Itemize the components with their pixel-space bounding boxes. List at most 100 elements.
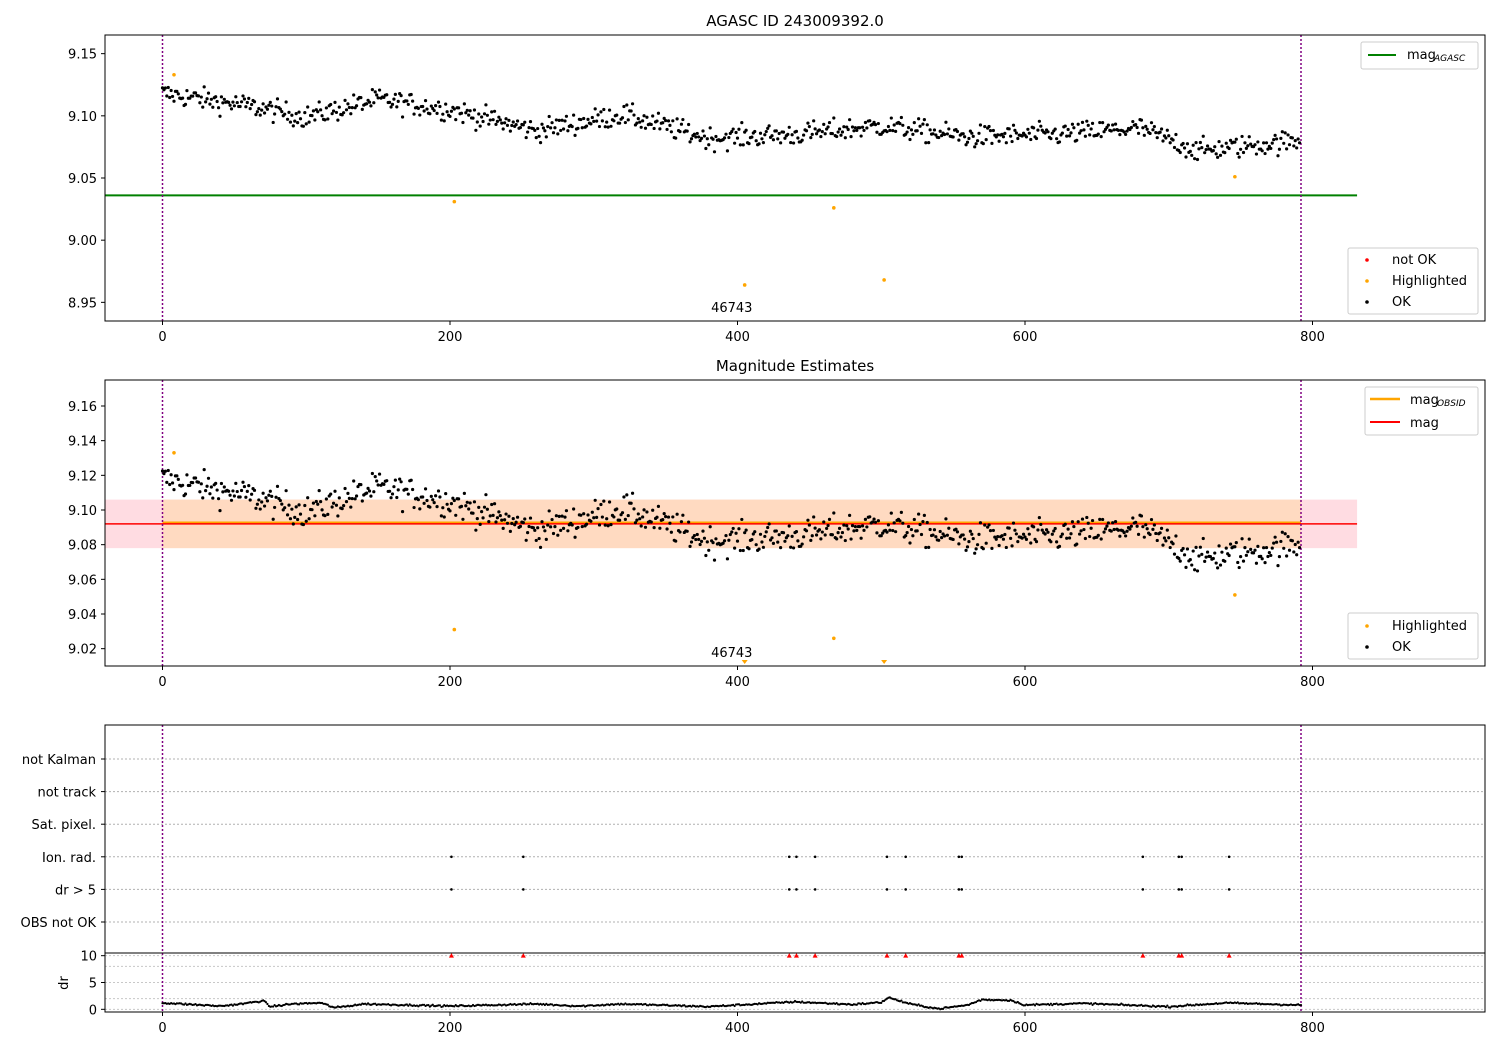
ok-point [372, 101, 376, 105]
ok-point [770, 536, 774, 540]
ok-point [1161, 543, 1165, 547]
ok-point [764, 530, 768, 534]
ok-point [868, 515, 872, 519]
ok-point [278, 498, 282, 503]
ok-point [612, 515, 616, 519]
ok-point [170, 94, 175, 99]
ok-point [722, 539, 727, 543]
ok-point [1266, 554, 1270, 559]
ok-point [909, 527, 914, 532]
ok-point [1078, 532, 1082, 536]
ok-point [1039, 124, 1043, 128]
y-tick-label: 9.06 [68, 573, 97, 588]
ok-point [1101, 120, 1105, 125]
ok-point [201, 496, 205, 500]
ok-point [515, 119, 520, 123]
ok-point [888, 528, 892, 532]
ok-point [632, 113, 636, 117]
ok-point [905, 531, 909, 535]
flag-point [795, 888, 798, 891]
ok-point [600, 119, 604, 123]
ok-point [942, 534, 947, 538]
ok-point [462, 491, 466, 495]
ok-point [738, 143, 742, 147]
ok-point [973, 551, 977, 555]
ok-point [963, 135, 967, 139]
ok-point [523, 517, 527, 521]
ok-point [242, 97, 247, 101]
ok-point [1194, 545, 1198, 549]
ok-point [1112, 128, 1116, 132]
y-tick-label: 9.05 [68, 172, 97, 187]
dr-point [520, 1003, 523, 1006]
ok-point [265, 107, 270, 111]
ok-point [786, 534, 790, 538]
highlighted-point [452, 199, 457, 204]
dr-point [231, 1004, 235, 1007]
ok-point [848, 118, 852, 122]
ok-point [385, 479, 389, 483]
ok-point [270, 104, 274, 108]
ok-point [1295, 553, 1299, 557]
ok-point [501, 526, 505, 530]
ok-point [576, 525, 580, 530]
ok-point [261, 491, 265, 495]
ok-point [418, 507, 422, 511]
ok-point [388, 489, 392, 493]
ok-point [1171, 138, 1175, 142]
ok-point [988, 129, 993, 133]
ok-point [1158, 130, 1162, 134]
ok-point [845, 524, 849, 528]
ok-point [1205, 550, 1210, 554]
ok-point [324, 106, 328, 110]
ok-point [626, 118, 630, 122]
ok-point [1155, 538, 1159, 543]
ok-point [1037, 119, 1041, 123]
ok-point [928, 128, 932, 132]
ok-point [211, 105, 215, 109]
off-scale-marker [881, 660, 888, 664]
ok-point [940, 134, 944, 138]
ok-point [557, 514, 561, 518]
ok-point [1007, 127, 1011, 131]
ok-point [777, 533, 781, 537]
ok-point [1036, 128, 1040, 132]
ok-point [198, 490, 202, 494]
ok-point [813, 127, 817, 131]
ok-point [633, 521, 638, 525]
ok-point [349, 505, 353, 509]
ok-point [270, 494, 274, 498]
ok-point [937, 135, 941, 140]
ok-point [1116, 528, 1121, 532]
ok-point [1205, 144, 1210, 148]
ok-point [513, 523, 517, 527]
ok-point [1086, 521, 1090, 525]
ok-point [730, 130, 734, 134]
ok-point [1152, 523, 1156, 527]
ok-point [175, 474, 179, 478]
ok-point [438, 104, 442, 109]
ok-point [814, 533, 819, 537]
ok-point [592, 516, 596, 520]
ok-point [1190, 563, 1194, 567]
ok-point [1164, 136, 1168, 140]
ok-point [449, 501, 454, 506]
ok-point [790, 534, 794, 538]
ok-point [547, 114, 551, 119]
flag-point [813, 855, 817, 859]
ok-point [977, 532, 981, 536]
x-tick-label: 800 [1300, 330, 1325, 345]
ok-point [661, 517, 665, 522]
dr-point [1150, 1005, 1153, 1008]
ok-point [432, 501, 436, 505]
ok-point [1208, 554, 1213, 559]
ok-point [1043, 131, 1047, 135]
ok-point [1096, 533, 1100, 538]
ok-point [1085, 515, 1089, 520]
ok-point [234, 95, 238, 99]
ok-point [412, 112, 416, 116]
ok-point [908, 541, 912, 545]
ok-point [964, 548, 968, 552]
ok-point [832, 116, 836, 120]
ok-point [656, 111, 661, 115]
